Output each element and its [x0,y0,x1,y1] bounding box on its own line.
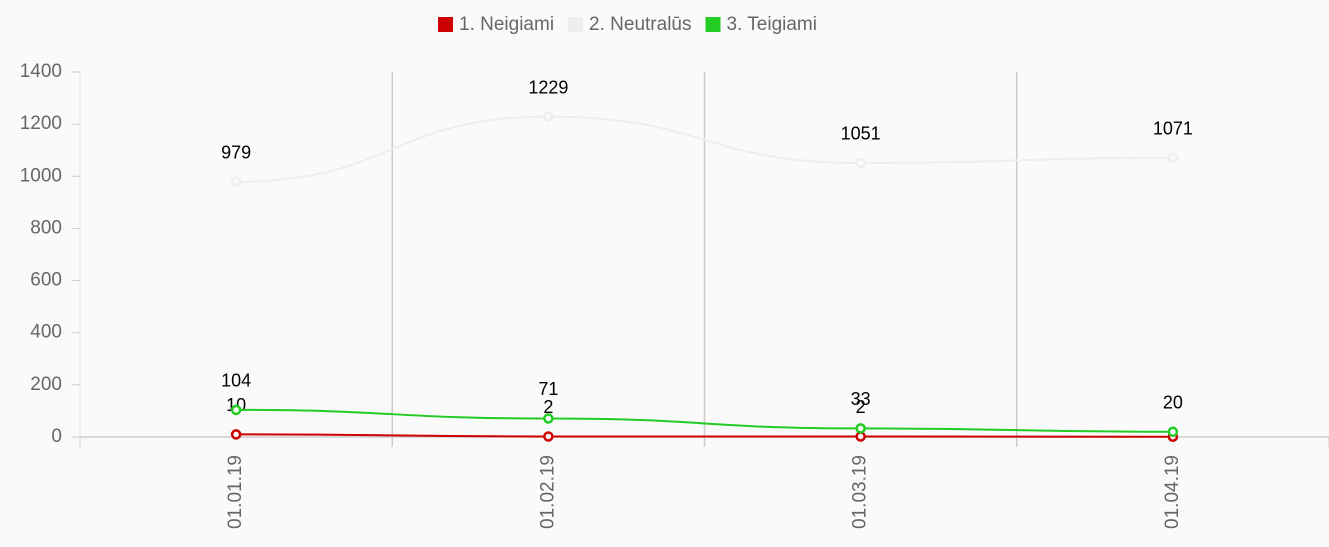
data-label: 1051 [841,124,881,144]
data-label: 2 [543,397,553,417]
y-tick-label: 200 [30,374,62,395]
x-tick-label: 01.02.19 [537,455,558,529]
y-tick-label: 400 [30,322,62,343]
line [236,433,1173,438]
data-label: 104 [221,371,251,391]
legend-label: 1. Neigiami [459,14,554,35]
x-tick-label: 01.01.19 [225,455,246,529]
point [1167,152,1179,164]
point [855,157,866,169]
point [1167,426,1179,438]
legend-swatch [705,17,721,32]
y-tick-label: 1000 [20,165,62,186]
point [230,404,242,416]
legend-swatch [438,17,453,32]
x-tick-label: 01.03.19 [850,455,871,529]
point [543,431,554,442]
x-tick-label: 01.04.19 [1162,455,1183,529]
y-tick-label: 600 [30,270,62,291]
data-label: 20 [1163,393,1183,413]
data-label: 979 [221,143,251,163]
point [855,431,866,442]
data-label: 1071 [1153,119,1193,139]
data-label: 33 [851,389,871,409]
legend: 1. Neigiami 2. Neutralūs 3. Teigiami [438,14,817,35]
data-label: 71 [538,379,558,399]
data-label: 1229 [528,77,568,97]
y-tick-label: 1400 [20,61,62,82]
y-tick-label: 1200 [20,113,62,134]
legend-label: 2. Neutralūs [589,14,691,35]
point [230,176,242,188]
line [236,408,1173,433]
point [543,413,554,424]
legend-swatch [568,17,584,32]
y-tick-label: 0 [51,426,62,447]
line [236,115,1173,183]
point [543,111,554,122]
point [230,429,242,440]
legend-label: 3. Teigiami [727,14,817,35]
point [855,423,866,434]
data-label: 2 [856,397,866,417]
y-tick-label: 800 [30,217,62,238]
